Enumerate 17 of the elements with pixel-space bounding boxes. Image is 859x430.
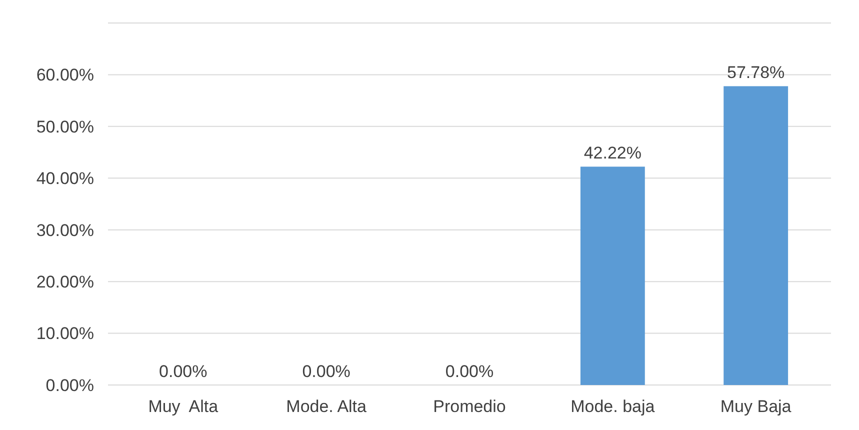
x-tick-label: Mode. Alta	[286, 397, 368, 416]
y-tick-label: 50.00%	[36, 117, 94, 136]
x-tick-label: Mode. baja	[570, 397, 656, 416]
x-tick-label: Muy Baja	[720, 397, 792, 416]
data-label: 0.00%	[159, 362, 208, 381]
data-label: 0.00%	[445, 362, 494, 381]
y-tick-label: 30.00%	[36, 220, 94, 240]
y-tick-label: 60.00%	[36, 66, 94, 85]
y-tick-label: 10.00%	[36, 324, 94, 344]
y-tick-label: 40.00%	[36, 169, 94, 188]
y-tick-label: 0.00%	[46, 376, 94, 395]
x-tick-label: Promedio	[433, 397, 506, 416]
data-label: 0.00%	[302, 362, 350, 381]
x-tick-label: Muy Alta	[148, 397, 219, 416]
data-label: 42.22%	[584, 144, 642, 163]
y-tick-label: 20.00%	[36, 272, 94, 292]
data-label: 57.78%	[727, 63, 785, 82]
